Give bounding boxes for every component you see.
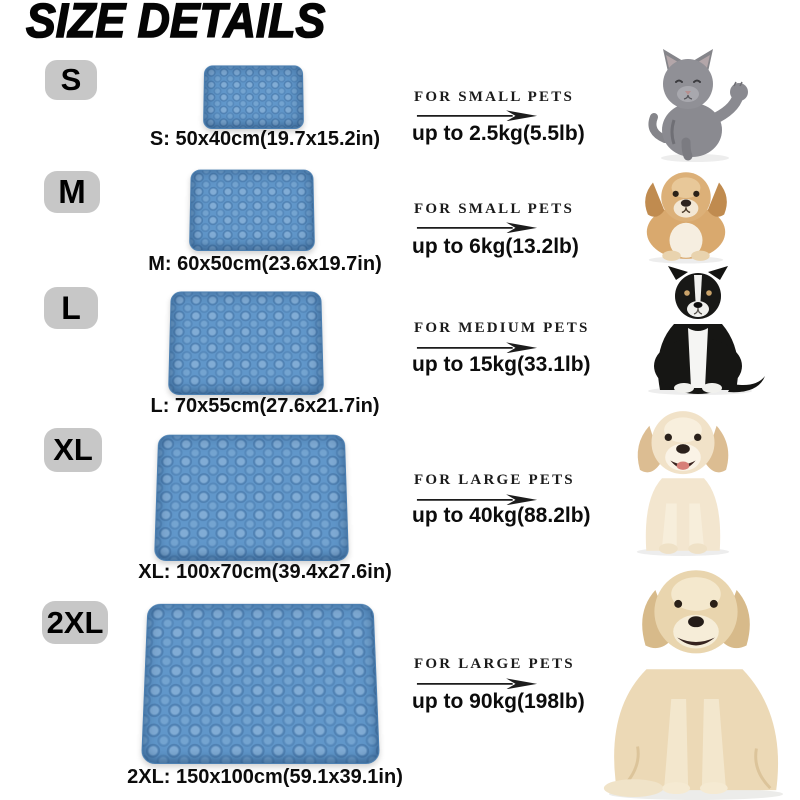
cooling-mat-image-l	[168, 291, 324, 395]
weight-limit-m: up to 6kg(13.2lb)	[412, 235, 579, 258]
gray-kitten-photo	[648, 49, 748, 162]
cooling-mat-image-m	[189, 169, 315, 251]
tan-puppy-photo	[645, 172, 727, 264]
border-collie-photo	[648, 266, 765, 395]
cooling-mat-image-s	[203, 65, 304, 129]
audience-label-xl: FOR LARGE PETS	[414, 472, 575, 488]
size-badge-2xl: 2XL	[42, 601, 108, 644]
arrow-right-icon	[416, 678, 538, 689]
weight-limit-s: up to 2.5kg(5.5lb)	[412, 122, 585, 145]
audience-label-l: FOR MEDIUM PETS	[414, 320, 590, 336]
size-badge-xl: XL	[44, 428, 102, 472]
mat-dimensions-2xl: 2XL: 150x100cm(59.1x39.1in)	[127, 766, 403, 788]
size-badge-l: L	[44, 287, 98, 329]
mat-dimensions-s: S: 50x40cm(19.7x15.2in)	[149, 128, 381, 150]
size-badge-m: M	[44, 171, 100, 213]
weight-limit-xl: up to 40kg(88.2lb)	[412, 504, 591, 527]
golden-retriever-photo	[603, 570, 784, 800]
mat-dimensions-l: L: 70x55cm(27.6x21.7in)	[150, 395, 380, 417]
mat-dimensions-m: M: 60x50cm(23.6x19.7in)	[148, 253, 382, 275]
arrow-right-icon	[416, 110, 538, 121]
audience-label-s: FOR SMALL PETS	[414, 89, 574, 105]
audience-label-2xl: FOR LARGE PETS	[414, 656, 575, 672]
weight-limit-2xl: up to 90kg(198lb)	[412, 690, 585, 713]
cooling-mat-image-xl	[154, 434, 349, 561]
golden-puppy-photo	[636, 411, 730, 556]
size-badge-s: S	[45, 60, 97, 100]
arrow-right-icon	[416, 222, 538, 233]
arrow-right-icon	[416, 342, 538, 353]
weight-limit-l: up to 15kg(33.1lb)	[412, 353, 591, 376]
arrow-right-icon	[416, 494, 538, 505]
mat-dimensions-xl: XL: 100x70cm(39.4x27.6in)	[138, 561, 392, 583]
cooling-mat-image-2xl	[141, 603, 380, 764]
audience-label-m: FOR SMALL PETS	[414, 201, 574, 217]
page-title: SIZE DETAILS	[25, 0, 326, 49]
